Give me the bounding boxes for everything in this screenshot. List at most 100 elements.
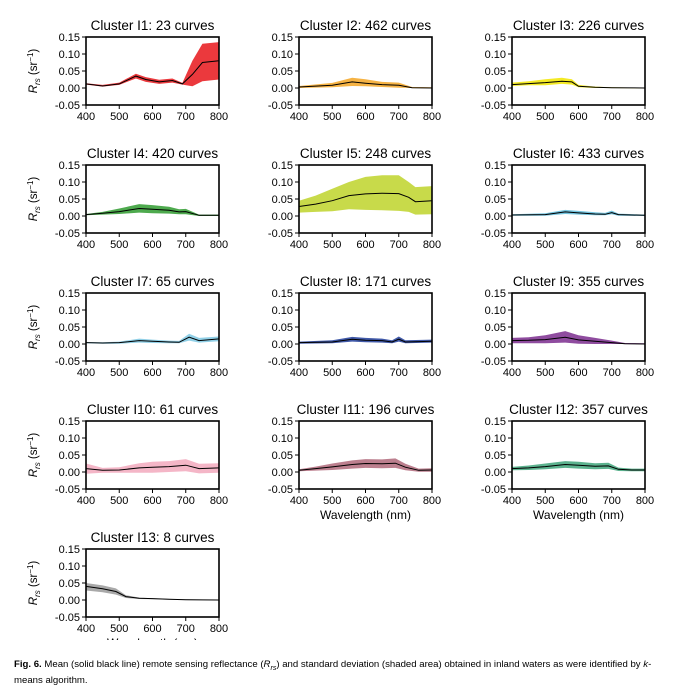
mean-line <box>85 585 220 601</box>
figure-canvas: Cluster I1: 23 curves 0.15 0.10 0.05 0.00 -0.… <box>26 18 654 640</box>
mean-line <box>511 463 645 471</box>
y-tick-label: 0.05 <box>485 194 506 206</box>
y-tick-label: 0.00 <box>485 83 506 95</box>
y-tick-label: 0.05 <box>485 450 506 462</box>
std-band <box>512 461 645 472</box>
y-tick-label: 0.05 <box>272 66 293 78</box>
y-tick-label: 0.00 <box>485 211 506 223</box>
std-band <box>512 331 645 345</box>
x-tick-label: 600 <box>569 367 587 379</box>
y-tick-label: 0.05 <box>272 322 293 334</box>
panel-title: Cluster I10: 61 curves <box>87 402 219 417</box>
panel-4: Cluster I4: 420 curves 0.15 0.10 0.05 0.00 -0… <box>26 146 228 251</box>
x-tick-label: 500 <box>536 111 554 123</box>
x-tick-label: 800 <box>636 495 654 507</box>
y-tick-label: 0.15 <box>272 160 293 172</box>
y-tick-label: 0.10 <box>272 433 293 445</box>
x-tick-label: 600 <box>143 239 161 251</box>
y-tick-label: 0.00 <box>59 83 80 95</box>
y-tick-label: 0.00 <box>485 339 506 351</box>
x-tick-label: 600 <box>143 367 161 379</box>
y-tick-label: 0.15 <box>485 416 506 428</box>
y-tick-label: 0.15 <box>272 288 293 300</box>
x-tick-label: 700 <box>390 111 408 123</box>
y-tick-label: 0.10 <box>272 49 293 61</box>
x-tick-label: 800 <box>210 111 228 123</box>
y-tick-label: -0.05 <box>268 228 293 240</box>
y-tick-label: 0.05 <box>59 578 80 590</box>
y-tick-label: 0.15 <box>272 416 293 428</box>
y-tick-label: 0.05 <box>485 322 506 334</box>
y-tick-label: -0.05 <box>55 100 80 112</box>
panel-title: Cluster I3: 226 curves <box>513 18 645 33</box>
x-tick-label: 700 <box>603 495 621 507</box>
y-tick-label: 0.00 <box>485 467 506 479</box>
y-axis-label: Rrs (sr−1) <box>26 177 42 222</box>
panel-title: Cluster I12: 357 curves <box>509 402 648 417</box>
x-tick-label: 600 <box>356 495 374 507</box>
plot-frame <box>298 36 433 106</box>
std-band <box>299 175 432 215</box>
x-tick-label: 600 <box>143 111 161 123</box>
caption-rrs-subscript: rs <box>270 664 277 672</box>
x-tick-label: 800 <box>210 495 228 507</box>
y-tick-label: 0.00 <box>272 339 293 351</box>
panel-8: Cluster I8: 171 curves 0.15 0.10 0.05 0.00 -0… <box>268 274 441 379</box>
panel-title: Cluster I8: 171 curves <box>300 274 432 289</box>
y-axis-label: Rrs (sr−1) <box>26 561 42 606</box>
panel-title: Cluster I1: 23 curves <box>91 18 215 33</box>
std-band <box>299 458 432 472</box>
plot-frame <box>85 292 220 362</box>
y-tick-label: 0.00 <box>59 211 80 223</box>
y-tick-label: 0.00 <box>272 211 293 223</box>
y-tick-label: 0.10 <box>485 177 506 189</box>
x-tick-label: 700 <box>390 239 408 251</box>
y-tick-label: -0.05 <box>481 484 506 496</box>
y-tick-label: -0.05 <box>55 612 80 624</box>
y-tick-label: 0.15 <box>272 32 293 44</box>
x-tick-label: 700 <box>177 111 195 123</box>
x-tick-label: 600 <box>356 239 374 251</box>
x-tick-label: 500 <box>536 239 554 251</box>
x-tick-label: 500 <box>110 367 128 379</box>
x-axis-label: Wavelength (nm) <box>533 508 624 522</box>
x-tick-label: 800 <box>423 367 441 379</box>
y-tick-label: 0.10 <box>59 49 80 61</box>
y-tick-label: -0.05 <box>481 100 506 112</box>
std-band <box>86 583 219 601</box>
panel-title: Cluster I13: 8 curves <box>91 530 215 545</box>
x-tick-label: 400 <box>77 623 95 635</box>
plot-frame <box>85 420 220 490</box>
y-tick-label: 0.05 <box>272 194 293 206</box>
mean-line <box>298 338 433 344</box>
x-tick-label: 700 <box>177 623 195 635</box>
x-tick-label: 400 <box>290 367 308 379</box>
x-tick-label: 600 <box>143 495 161 507</box>
y-tick-label: -0.05 <box>268 484 293 496</box>
y-tick-label: 0.10 <box>485 49 506 61</box>
figure-caption: Fig. 6. Mean (solid black line) remote s… <box>14 659 679 688</box>
y-tick-label: 0.10 <box>272 177 293 189</box>
y-tick-label: 0.15 <box>485 160 506 172</box>
x-tick-label: 400 <box>290 495 308 507</box>
y-tick-label: -0.05 <box>55 484 80 496</box>
x-tick-label: 600 <box>569 239 587 251</box>
x-tick-label: 500 <box>323 111 341 123</box>
y-tick-label: 0.10 <box>59 305 80 317</box>
y-tick-label: -0.05 <box>55 356 80 368</box>
y-tick-label: 0.05 <box>272 450 293 462</box>
std-band <box>86 333 219 344</box>
y-tick-label: 0.15 <box>59 32 80 44</box>
std-band <box>86 204 219 216</box>
y-tick-label: 0.05 <box>59 194 80 206</box>
panel-title: Cluster I9: 355 curves <box>513 274 645 289</box>
y-tick-label: 0.15 <box>59 544 80 556</box>
y-tick-label: 0.05 <box>485 66 506 78</box>
x-tick-label: 800 <box>210 239 228 251</box>
mean-line <box>85 60 220 87</box>
x-tick-label: 700 <box>603 111 621 123</box>
y-tick-label: -0.05 <box>481 356 506 368</box>
x-tick-label: 600 <box>569 111 587 123</box>
y-tick-label: 0.15 <box>59 160 80 172</box>
panel-7: Cluster I7: 65 curves 0.15 0.10 0.05 0.00 -0.… <box>26 274 228 379</box>
